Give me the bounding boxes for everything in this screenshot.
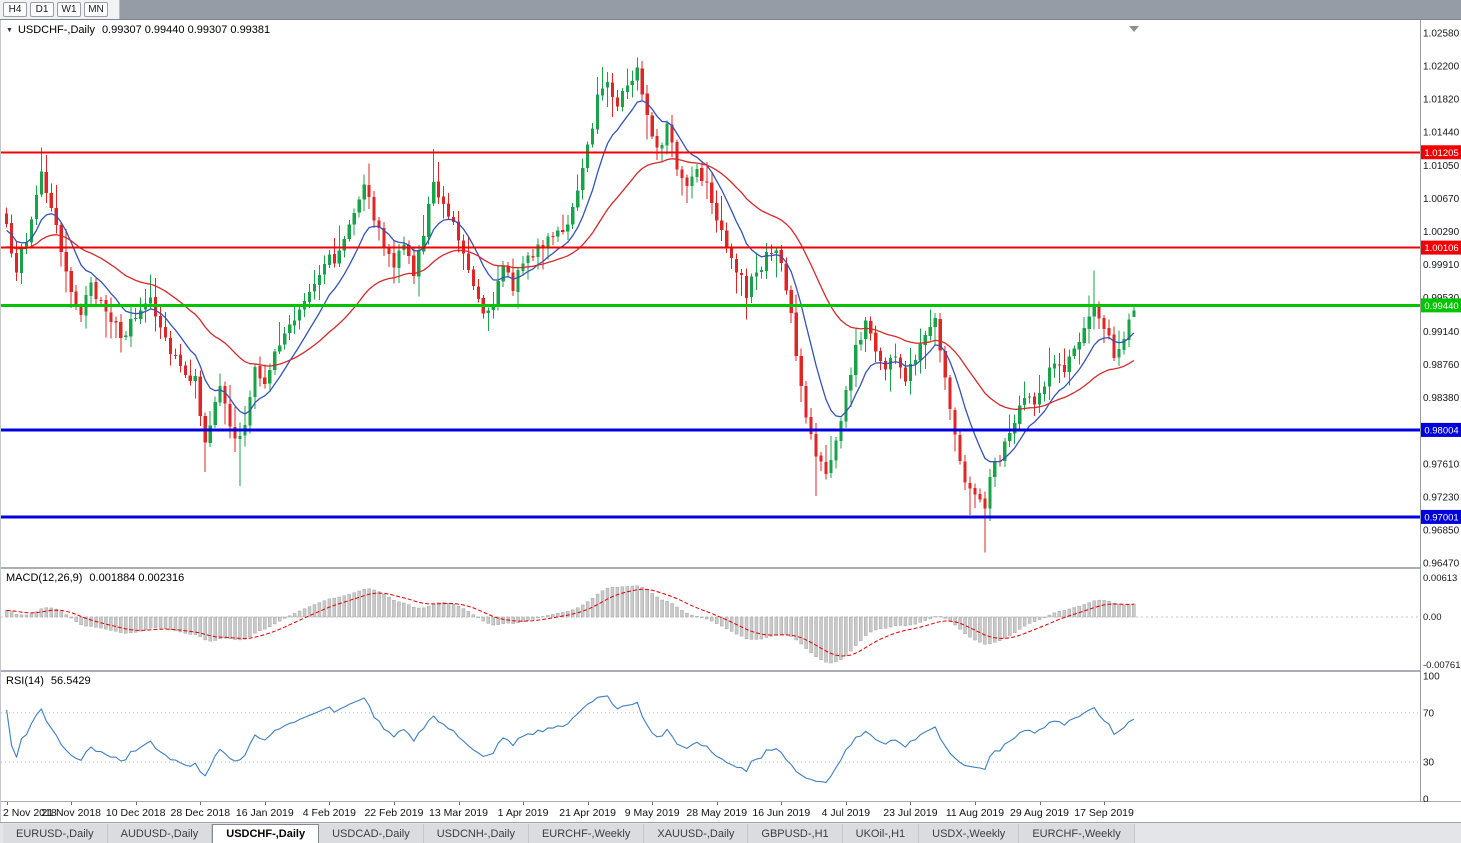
time-axis-tick: [458, 802, 460, 805]
time-axis-tick: [974, 802, 976, 805]
chart-tab-eurchf-weekly[interactable]: EURCHF-,Weekly: [1019, 824, 1135, 843]
level-badge-0.98004: 0.98004: [1421, 422, 1461, 437]
panel-dividers: [1, 567, 1461, 802]
time-axis-label: 21 Apr 2019: [559, 807, 616, 819]
time-axis-label: 22 Feb 2019: [364, 807, 424, 819]
macd-axis-label: -0.007612: [1423, 660, 1461, 671]
chart-tab-xauusd-daily[interactable]: XAUUSD-,Daily: [644, 824, 749, 843]
price-axis-label: 1.02580: [1423, 29, 1460, 40]
price-axis-label: 1.01820: [1423, 94, 1460, 105]
price-axis-label: 0.96850: [1423, 526, 1460, 537]
price-axis-label: 1.02200: [1423, 61, 1460, 72]
time-axis-tick: [135, 802, 137, 805]
timeframe-button-d1[interactable]: D1: [30, 2, 54, 17]
timeframe-buttons: H4 D1 W1 MN: [0, 0, 120, 19]
chart-tab-eurusd-daily[interactable]: EURUSD-,Daily: [3, 824, 108, 843]
time-axis-label: 2 Nov 2018: [3, 807, 57, 819]
macd-axis-label: 0.00613: [1423, 573, 1457, 584]
price-axis-label: 1.01050: [1423, 161, 1460, 172]
time-axis-tick: [716, 802, 718, 805]
rsi-axis-label: 30: [1423, 758, 1435, 769]
time-axis-tick: [587, 802, 589, 805]
time-axis-tick: [781, 802, 783, 805]
rsi-panel: [1, 695, 1420, 784]
time-axis-tick: [1104, 802, 1106, 805]
chart-tab-usdcnh-daily[interactable]: USDCNH-,Daily: [423, 824, 529, 843]
time-axis-tick: [71, 802, 73, 805]
price-levels-layer: [1, 151, 1420, 519]
rsi-axis-label: 0: [1423, 795, 1429, 803]
time-axis-label: 11 Aug 2019: [945, 807, 1005, 819]
chart-shift-marker[interactable]: [1129, 26, 1139, 32]
time-axis-label: 9 May 2019: [624, 807, 680, 819]
price-axis-label: 1.00290: [1423, 227, 1460, 238]
svg-text:0.98004: 0.98004: [1424, 425, 1458, 436]
level-badge-0.97001: 0.97001: [1421, 509, 1461, 524]
time-axis-tick: [652, 802, 654, 805]
chart-canvas[interactable]: 1.02580 1.02200 1.01820 1.01440 1.01050 1.006…: [1, 20, 1461, 802]
time-axis-tick: [523, 802, 525, 805]
svg-text:1.00106: 1.00106: [1424, 243, 1458, 254]
price-axis-label: 1.01440: [1423, 127, 1460, 138]
time-axis[interactable]: 2 Nov 2018 21 Nov 2018 10 Dec 2018 28 Dec 2…: [1, 802, 1461, 822]
time-axis-tick: [910, 802, 912, 805]
svg-text:0.99440: 0.99440: [1424, 301, 1458, 312]
time-axis-label: 21 Nov 2018: [41, 807, 101, 819]
price-axis-label: 0.97610: [1423, 460, 1460, 471]
price-axis-label: 1.00670: [1423, 194, 1460, 205]
level-badge-1.01205: 1.01205: [1421, 145, 1461, 160]
time-axis-label: 16 Jun 2019: [752, 807, 811, 819]
chart-tab-audusd-daily[interactable]: AUDUSD-,Daily: [107, 824, 213, 843]
level-badge-1.00106: 1.00106: [1421, 240, 1461, 255]
chart-window: 1.02580 1.02200 1.01820 1.01440 1.01050 1.006…: [0, 20, 1461, 822]
time-axis-tick: [329, 802, 331, 805]
chart-tab-usdcad-daily[interactable]: USDCAD-,Daily: [319, 824, 424, 843]
time-axis-label: 1 Apr 2019: [497, 807, 549, 819]
price-axis-label: 0.98760: [1423, 360, 1460, 371]
time-axis-label: 4 Feb 2019: [302, 807, 356, 819]
chart-tab-gbpusd-h1[interactable]: GBPUSD-,H1: [748, 824, 843, 843]
time-axis-tick: [200, 802, 202, 805]
svg-text:0.97001: 0.97001: [1424, 512, 1458, 523]
timeframe-button-h4[interactable]: H4: [3, 2, 27, 17]
price-axis[interactable]: 1.02580 1.02200 1.01820 1.01440 1.01050 1.006…: [1420, 20, 1461, 803]
chart-tab-ukoil-h1[interactable]: UKOil-,H1: [842, 824, 920, 843]
moving-averages-layer: [6, 100, 1135, 463]
timeframe-button-w1[interactable]: W1: [57, 2, 81, 17]
time-axis-label: 29 Aug 2019: [1010, 807, 1070, 819]
time-axis-label: 13 Mar 2019: [429, 807, 488, 819]
price-axis-label: 0.97230: [1423, 493, 1460, 504]
time-axis-label: 28 Dec 2018: [170, 807, 231, 819]
time-axis-tick: [845, 802, 847, 805]
time-axis-label: 16 Jan 2019: [235, 807, 294, 819]
price-axis-label: 0.98380: [1423, 393, 1460, 404]
time-axis-tick: [6, 802, 8, 805]
timeframe-toolbar: H4 D1 W1 MN: [0, 0, 1461, 20]
price-axis-label: 0.99140: [1423, 327, 1460, 338]
svg-text:1.01205: 1.01205: [1424, 148, 1458, 159]
macd-panel: [1, 585, 1420, 664]
time-axis-label: 23 Jul 2019: [883, 807, 938, 819]
chart-tab-eurchf-weekly[interactable]: EURCHF-,Weekly: [528, 824, 645, 843]
level-badge-0.99440: 0.99440: [1421, 298, 1461, 313]
price-axis-label: 0.96470: [1423, 558, 1460, 569]
rsi-axis-label: 70: [1423, 708, 1435, 719]
time-axis-tick: [393, 802, 395, 805]
rsi-axis-label: 100: [1423, 672, 1440, 683]
time-axis-tick: [1039, 802, 1041, 805]
price-axis-label: 0.99910: [1423, 260, 1460, 271]
time-axis-tick: [264, 802, 266, 805]
candles-layer: [5, 57, 1136, 553]
time-axis-label: 4 Jul 2019: [821, 807, 871, 819]
chart-tab-usdx-weekly[interactable]: USDX-,Weekly: [919, 824, 1020, 843]
timeframe-button-mn[interactable]: MN: [84, 2, 108, 17]
time-axis-label: 17 Sep 2019: [1074, 807, 1134, 819]
time-axis-label: 10 Dec 2018: [105, 807, 166, 819]
chart-tabs-bar: EURUSD-,Daily AUDUSD-,Daily USDCHF-,Daily U…: [0, 822, 1461, 843]
chart-tab-usdchf-daily[interactable]: USDCHF-,Daily: [212, 824, 320, 843]
macd-axis-label: 0.00: [1423, 612, 1442, 623]
time-axis-label: 28 May 2019: [686, 807, 748, 819]
